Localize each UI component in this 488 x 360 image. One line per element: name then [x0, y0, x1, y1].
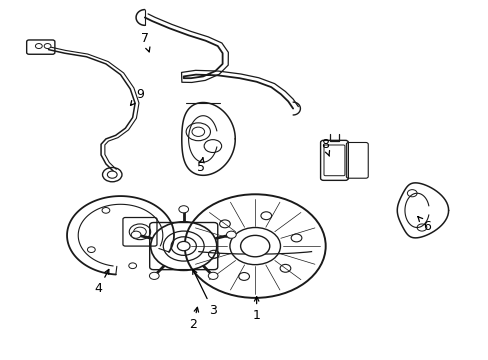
Text: 6: 6 — [417, 217, 430, 233]
Text: 5: 5 — [196, 158, 204, 174]
Circle shape — [226, 231, 236, 238]
Circle shape — [44, 44, 51, 49]
Circle shape — [35, 44, 42, 49]
Text: 2: 2 — [189, 307, 198, 331]
Text: 8: 8 — [320, 138, 329, 156]
Text: 3: 3 — [192, 270, 216, 317]
Circle shape — [240, 235, 269, 257]
Circle shape — [149, 272, 159, 279]
Text: 7: 7 — [141, 32, 150, 52]
Circle shape — [177, 242, 190, 251]
Circle shape — [179, 206, 188, 213]
Text: 1: 1 — [252, 297, 260, 322]
Circle shape — [131, 231, 141, 238]
Circle shape — [208, 272, 218, 279]
Text: 9: 9 — [130, 88, 143, 105]
Text: 4: 4 — [95, 269, 109, 296]
Circle shape — [107, 171, 117, 178]
